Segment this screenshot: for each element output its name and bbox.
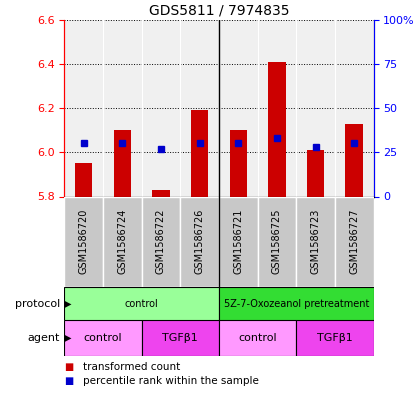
- Bar: [142, 196, 180, 287]
- Bar: [219, 287, 374, 320]
- Bar: [268, 62, 286, 196]
- Bar: [258, 196, 296, 287]
- Bar: [229, 130, 247, 196]
- Bar: [219, 196, 258, 287]
- Text: ■: ■: [64, 362, 73, 373]
- Text: GSM1586725: GSM1586725: [272, 209, 282, 274]
- Text: TGFβ1: TGFβ1: [317, 333, 353, 343]
- Text: TGFβ1: TGFβ1: [162, 333, 198, 343]
- Text: GSM1586721: GSM1586721: [233, 209, 243, 274]
- Bar: [64, 196, 103, 287]
- Text: protocol: protocol: [15, 299, 60, 309]
- Text: GSM1586724: GSM1586724: [117, 209, 127, 274]
- Bar: [307, 150, 324, 196]
- Text: GSM1586720: GSM1586720: [79, 209, 89, 274]
- Text: GSM1586723: GSM1586723: [310, 209, 320, 274]
- Text: ▶: ▶: [64, 299, 71, 309]
- Bar: [75, 163, 93, 196]
- Text: control: control: [125, 299, 159, 309]
- Text: 5Z-7-Oxozeanol pretreatment: 5Z-7-Oxozeanol pretreatment: [224, 299, 369, 309]
- Text: transformed count: transformed count: [83, 362, 180, 373]
- Bar: [296, 196, 335, 287]
- Bar: [64, 320, 142, 356]
- Text: GSM1586722: GSM1586722: [156, 209, 166, 274]
- Bar: [296, 320, 374, 356]
- Text: ■: ■: [64, 376, 73, 386]
- Bar: [219, 320, 296, 356]
- Text: agent: agent: [28, 333, 60, 343]
- Bar: [64, 287, 219, 320]
- Bar: [142, 320, 219, 356]
- Bar: [114, 130, 131, 196]
- Text: control: control: [238, 333, 277, 343]
- Bar: [180, 196, 219, 287]
- Title: GDS5811 / 7974835: GDS5811 / 7974835: [149, 3, 289, 17]
- Text: percentile rank within the sample: percentile rank within the sample: [83, 376, 259, 386]
- Text: ▶: ▶: [64, 333, 71, 343]
- Bar: [335, 196, 374, 287]
- Bar: [191, 110, 208, 196]
- Text: control: control: [84, 333, 122, 343]
- Bar: [152, 190, 170, 196]
- Bar: [103, 196, 142, 287]
- Bar: [345, 123, 363, 196]
- Text: GSM1586727: GSM1586727: [349, 209, 359, 274]
- Text: GSM1586726: GSM1586726: [195, 209, 205, 274]
